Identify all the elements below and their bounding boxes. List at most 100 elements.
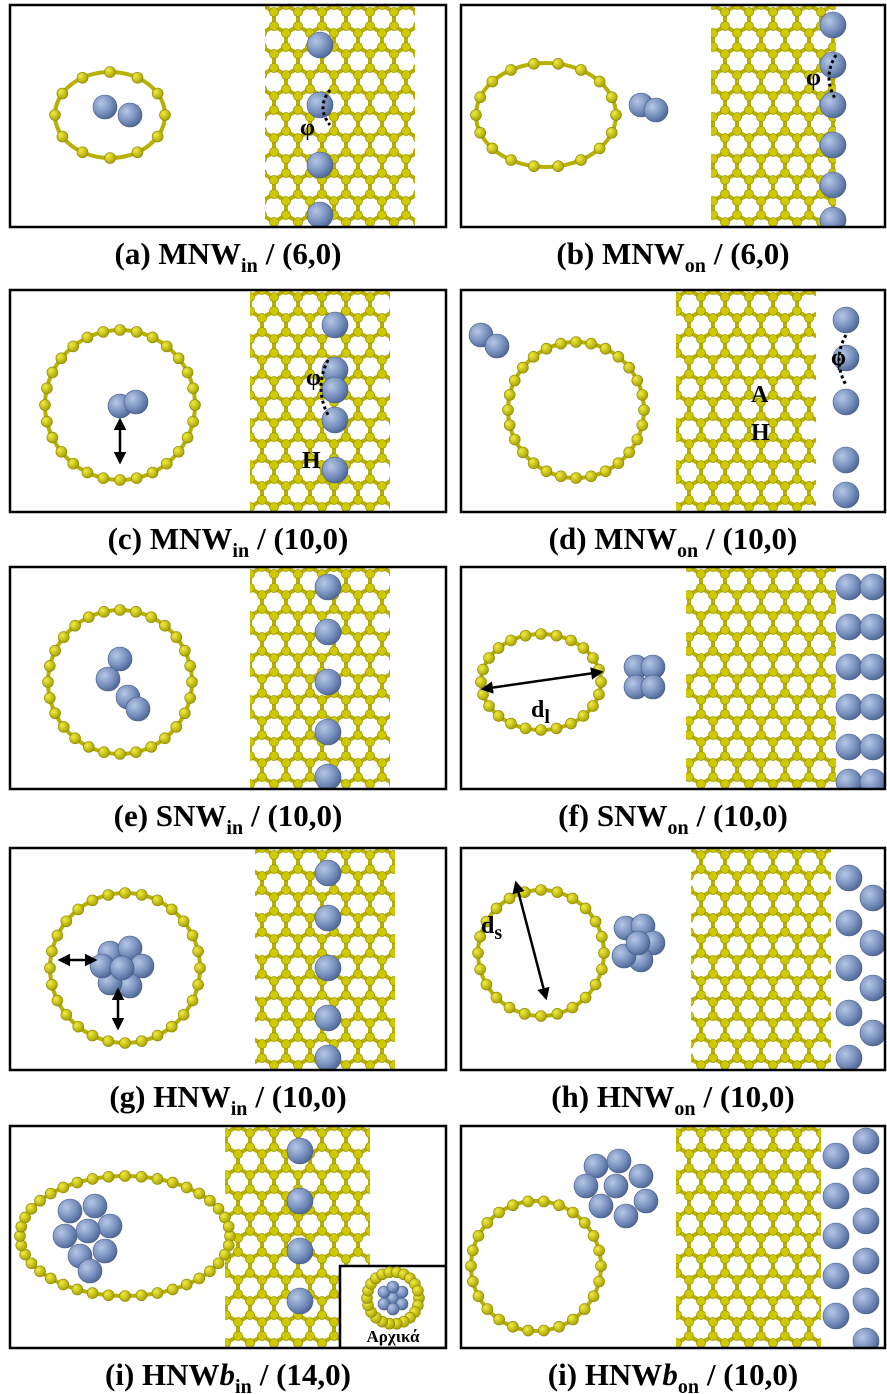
- atom: [194, 1188, 205, 1199]
- atom: [78, 1259, 102, 1283]
- annotation: φ: [300, 115, 315, 141]
- atom: [576, 64, 587, 75]
- atom: [580, 992, 591, 1003]
- panel-content: Αρχικά: [10, 1121, 446, 1353]
- atom: [536, 885, 547, 896]
- atom: [287, 1138, 313, 1164]
- atom: [833, 307, 859, 333]
- atom: [52, 995, 63, 1006]
- atom: [171, 721, 182, 732]
- atom: [131, 326, 142, 337]
- caption-main: (f) SNW: [558, 798, 667, 833]
- atom: [836, 574, 862, 600]
- atom: [836, 955, 862, 981]
- caption-sub: on: [674, 1098, 695, 1120]
- atom: [96, 667, 120, 691]
- atom: [632, 434, 643, 445]
- atom: [528, 351, 539, 362]
- atom: [593, 689, 604, 700]
- panel-content: φ: [461, 0, 885, 233]
- atom: [166, 904, 177, 915]
- atom: [187, 995, 198, 1006]
- annotation: φ: [306, 365, 321, 391]
- caption-main: (b) MNW: [556, 236, 684, 271]
- panel: (g) HNWin/ (10,0): [10, 843, 446, 1120]
- atom: [482, 1304, 493, 1315]
- atom: [576, 155, 587, 166]
- atom: [613, 351, 624, 362]
- atom: [579, 1217, 590, 1228]
- atom: [860, 930, 886, 956]
- atom: [83, 1194, 107, 1218]
- atom: [322, 407, 348, 433]
- atom: [507, 1200, 518, 1211]
- atom: [41, 383, 52, 394]
- atom: [204, 1266, 215, 1277]
- atom: [637, 389, 648, 400]
- atom: [61, 1009, 72, 1020]
- atom: [195, 963, 206, 974]
- atom: [315, 669, 341, 695]
- atom: [83, 741, 94, 752]
- atom: [860, 654, 886, 680]
- atom: [105, 67, 116, 78]
- atom: [152, 1173, 163, 1184]
- atom: [45, 1188, 56, 1199]
- atom: [566, 635, 577, 646]
- atom: [853, 1248, 879, 1274]
- atom: [836, 654, 862, 680]
- atom: [115, 325, 126, 336]
- atom: [56, 446, 67, 457]
- caption: (d) MNWon/ (10,0): [549, 521, 798, 562]
- atom: [860, 885, 886, 911]
- atom: [178, 916, 189, 927]
- atom: [506, 635, 517, 646]
- atom: [504, 389, 515, 400]
- atom: [478, 664, 489, 675]
- atom: [190, 400, 201, 411]
- atom: [98, 1214, 122, 1238]
- atom: [159, 733, 170, 744]
- atom: [82, 332, 93, 343]
- atom: [517, 362, 528, 373]
- atom: [322, 457, 348, 483]
- atom: [503, 405, 514, 416]
- caption-sub: on: [685, 255, 706, 277]
- atom: [484, 653, 495, 664]
- atom: [590, 916, 601, 927]
- atom: [504, 1002, 515, 1013]
- atom: [56, 353, 67, 364]
- atom: [506, 64, 517, 75]
- atom: [146, 612, 157, 623]
- caption: (h) HNWon/ (10,0): [551, 1079, 795, 1120]
- atom: [482, 1217, 493, 1228]
- caption: (i) HNWbon/ (10,0): [548, 1357, 798, 1394]
- atom: [600, 343, 611, 354]
- caption: (g) HNWin/ (10,0): [109, 1079, 346, 1120]
- atom: [536, 629, 547, 640]
- atom: [120, 1038, 131, 1049]
- caption-sub: in: [241, 255, 258, 277]
- atom: [159, 620, 170, 631]
- atom: [567, 1207, 578, 1218]
- atom: [98, 606, 109, 617]
- atom: [178, 1009, 189, 1020]
- panel-content: dl: [461, 562, 886, 795]
- atom: [136, 1036, 147, 1047]
- caption: (c) MNWin/ (10,0): [108, 521, 349, 562]
- atom: [586, 471, 597, 482]
- atom: [58, 1182, 69, 1193]
- atom: [613, 458, 624, 469]
- atom: [629, 1164, 653, 1188]
- panel: φ(b) MNWon/ (6,0): [461, 0, 885, 277]
- atom: [588, 1230, 599, 1241]
- annotation-text: φ: [806, 65, 821, 91]
- atom: [626, 931, 650, 955]
- atom: [541, 466, 552, 477]
- atom: [509, 375, 520, 386]
- caption-tail: / (10,0): [705, 521, 797, 556]
- atom: [72, 1284, 83, 1295]
- atom: [167, 1177, 178, 1188]
- atom: [118, 103, 142, 127]
- atom: [853, 1328, 879, 1354]
